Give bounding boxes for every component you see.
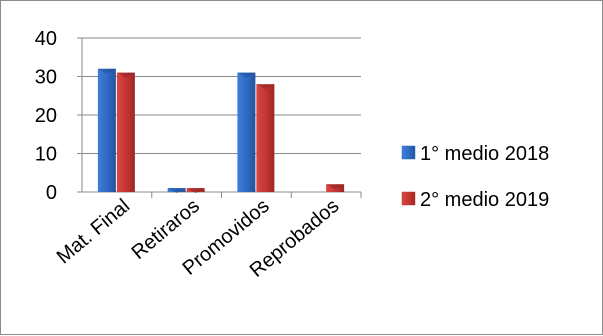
bar-top-bevel <box>116 72 135 78</box>
legend-swatch <box>401 145 416 160</box>
bars <box>97 68 345 194</box>
bar-top-bevel <box>186 188 205 194</box>
bar-top-bevel <box>237 72 256 78</box>
legend: 1° medio 2018 2° medio 2019 <box>401 143 549 211</box>
y-tick-label: 20 <box>35 105 57 127</box>
bar-series1 <box>237 72 256 192</box>
bar-series1 <box>97 68 116 192</box>
y-tick-label: 40 <box>35 28 57 50</box>
legend-label: 1° medio 2018 <box>420 143 549 165</box>
bar-top-bevel <box>326 184 345 190</box>
bar-series2 <box>256 84 275 192</box>
bar-top-bevel <box>167 188 186 194</box>
bar-top-bevel <box>256 84 275 90</box>
y-tick-label: 0 <box>46 182 57 204</box>
y-tick-label: 10 <box>35 144 57 166</box>
y-tick-label: 30 <box>35 67 57 89</box>
legend-swatch <box>401 191 416 206</box>
x-category-label: Mat. Final <box>53 195 134 268</box>
legend-label: 2° medio 2019 <box>420 189 549 211</box>
bar-series2 <box>116 72 135 192</box>
bar-top-bevel <box>97 68 116 74</box>
